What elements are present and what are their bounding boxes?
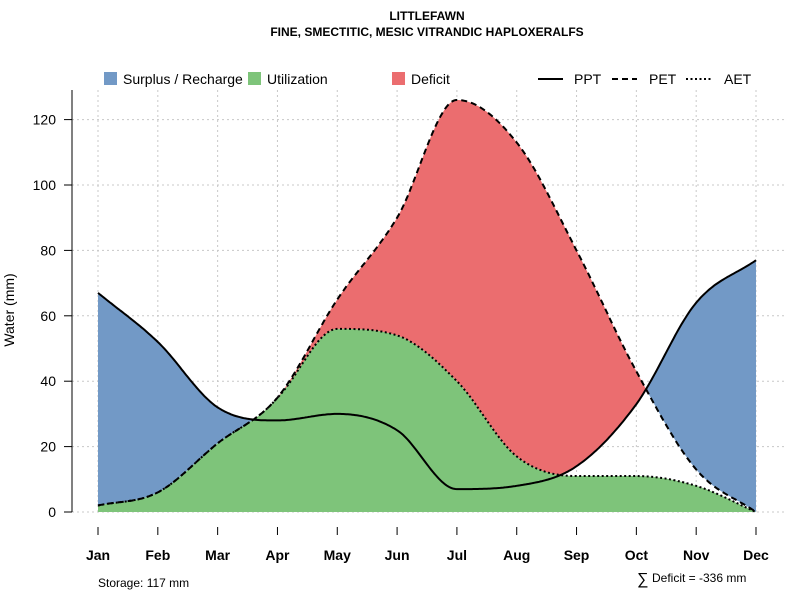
- x-tick-label-mar: Mar: [205, 547, 230, 563]
- series-line-pet: [97, 99, 757, 513]
- x-tick-label-dec: Dec: [743, 547, 769, 563]
- series-lines: [97, 99, 757, 513]
- legend-label-ppt: PPT: [574, 71, 602, 87]
- chart-subtitle: FINE, SMECTITIC, MESIC VITRANDIC HAPLOXE…: [270, 25, 583, 39]
- x-tick-label-sep: Sep: [564, 547, 590, 563]
- y-tick-label-40: 40: [40, 373, 56, 389]
- deficit-sum-symbol: ∑: [637, 571, 648, 588]
- legend-label-surplus: Surplus / Recharge: [123, 71, 243, 87]
- x-tick-label-feb: Feb: [145, 547, 170, 563]
- y-tick-label-20: 20: [40, 439, 56, 455]
- x-tick-label-jul: Jul: [447, 547, 467, 563]
- legend-swatch-utilization: [248, 72, 261, 85]
- y-tick-label-80: 80: [40, 242, 56, 258]
- legend-swatch-surplus: [104, 72, 117, 85]
- chart-title: LITTLEFAWN: [389, 9, 464, 23]
- area-surplus-recharge: [98, 100, 756, 512]
- legend-label-pet: PET: [649, 71, 677, 87]
- x-axis: Jan Feb Mar Apr May Jun Jul Aug Sep Oct Nov Dec: [86, 527, 769, 563]
- y-axis-title: Water (mm): [1, 273, 17, 346]
- x-tick-label-may: May: [324, 547, 351, 563]
- x-tick-label-nov: Nov: [683, 547, 710, 563]
- x-tick-label-aug: Aug: [503, 547, 530, 563]
- x-tick-label-apr: Apr: [265, 547, 290, 563]
- legend-label-aet: AET: [724, 71, 752, 87]
- area-deficit: [98, 100, 756, 512]
- x-tick-label-oct: Oct: [625, 547, 649, 563]
- y-tick-label-60: 60: [40, 308, 56, 324]
- legend-swatch-deficit: [392, 72, 405, 85]
- deficit-note: Deficit = -336 mm: [652, 571, 746, 585]
- x-tick-label-jun: Jun: [385, 547, 410, 563]
- y-tick-label-120: 120: [33, 112, 57, 128]
- x-tick-label-jan: Jan: [86, 547, 110, 563]
- legend: Surplus / Recharge Utilization Deficit P…: [104, 71, 752, 87]
- series-line-aet: [97, 327, 757, 513]
- legend-label-utilization: Utilization: [267, 71, 328, 87]
- area-layers: [98, 100, 756, 512]
- y-tick-label-100: 100: [33, 177, 57, 193]
- y-axis: 0 20 40 60 80 100 120: [33, 90, 73, 520]
- storage-note: Storage: 117 mm: [98, 576, 189, 590]
- series-line-ppt: [97, 259, 757, 491]
- y-tick-label-0: 0: [48, 504, 56, 520]
- area-utilization: [98, 328, 756, 512]
- legend-label-deficit: Deficit: [411, 71, 450, 87]
